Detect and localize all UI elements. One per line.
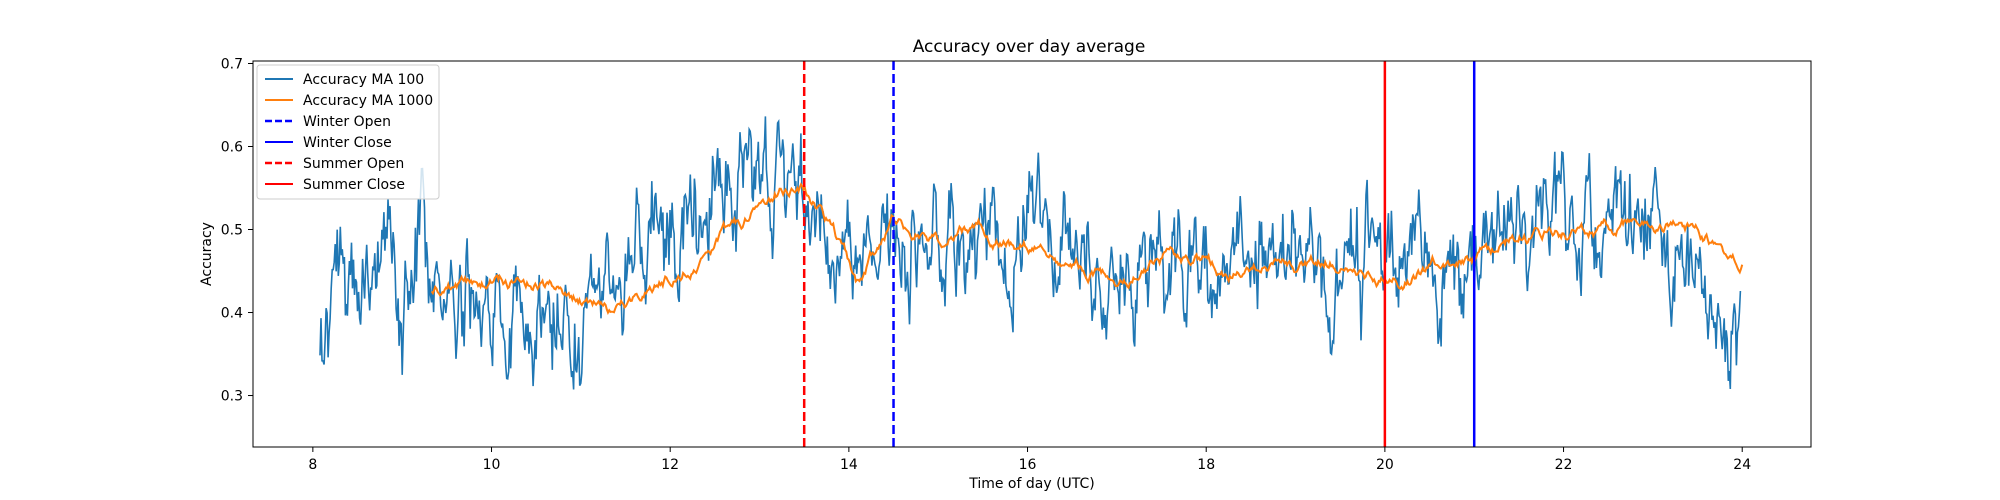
y-tick-label: 0.4 — [221, 306, 243, 322]
legend-label: Accuracy MA 1000 — [303, 93, 433, 109]
plot-area-frame — [252, 60, 1812, 448]
legend-label: Accuracy MA 100 — [303, 72, 424, 88]
x-tick-label: 24 — [1733, 457, 1751, 473]
y-tick-label: 0.5 — [221, 223, 243, 239]
series-line-ma100 — [319, 116, 1742, 390]
x-tick-label: 10 — [483, 457, 501, 473]
x-tick-label: 18 — [1197, 457, 1215, 473]
x-tick-label: 12 — [661, 457, 679, 473]
x-axis-label: Time of day (UTC) — [968, 476, 1095, 492]
x-tick-label: 8 — [308, 457, 317, 473]
x-tick-label: 22 — [1555, 457, 1573, 473]
series-line-ma1000 — [430, 182, 1744, 316]
legend-box — [256, 64, 440, 200]
y-tick-label: 0.7 — [221, 56, 243, 72]
legend-label: Winter Close — [303, 135, 392, 151]
legend: Accuracy MA 100 Accuracy MA 1000 Winter Op… — [256, 64, 440, 200]
x-tick-label: 20 — [1376, 457, 1394, 473]
y-tick-label: 0.6 — [221, 140, 243, 156]
legend-label: Winter Open — [303, 114, 391, 130]
x-tick-label: 16 — [1019, 457, 1037, 473]
y-axis-label: Accuracy — [199, 222, 215, 286]
x-tick-label: 14 — [840, 457, 858, 473]
chart-title: Accuracy over day average — [913, 37, 1146, 57]
legend-label: Summer Close — [303, 177, 405, 193]
legend-label: Summer Open — [303, 156, 404, 172]
y-tick-label: 0.3 — [221, 389, 243, 405]
